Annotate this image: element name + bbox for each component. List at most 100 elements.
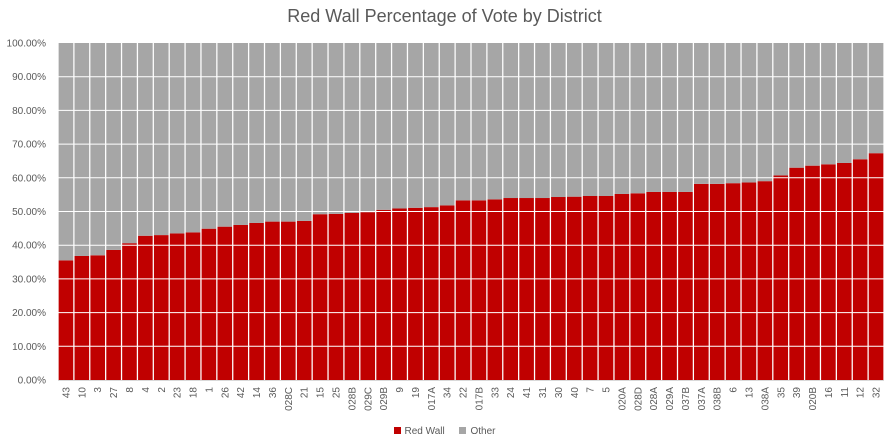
bar-other[interactable]	[519, 43, 534, 199]
bar-other[interactable]	[757, 43, 773, 182]
bar-red-wall[interactable]	[328, 213, 344, 380]
bar-red-wall[interactable]	[535, 198, 550, 380]
bar-red-wall[interactable]	[773, 175, 789, 380]
bar-red-wall[interactable]	[185, 232, 201, 380]
bar-other[interactable]	[328, 43, 344, 214]
bar-other[interactable]	[90, 43, 106, 256]
bar-red-wall[interactable]	[519, 198, 534, 380]
bar-other[interactable]	[566, 43, 582, 197]
bar-other[interactable]	[868, 43, 884, 154]
legend-item-other[interactable]: Other	[459, 426, 496, 437]
bar-red-wall[interactable]	[630, 193, 646, 380]
bar-other[interactable]	[217, 43, 233, 227]
bar-red-wall[interactable]	[122, 243, 137, 380]
bar-other[interactable]	[471, 43, 487, 201]
bar-red-wall[interactable]	[74, 255, 90, 380]
bar-other[interactable]	[169, 43, 185, 234]
bar-red-wall[interactable]	[678, 191, 693, 380]
bar-red-wall[interactable]	[646, 191, 661, 380]
bar-red-wall[interactable]	[551, 197, 566, 380]
bar-other[interactable]	[535, 43, 550, 199]
bar-red-wall[interactable]	[821, 164, 836, 380]
bar-other[interactable]	[185, 43, 201, 233]
bar-other[interactable]	[852, 43, 868, 160]
bar-red-wall[interactable]	[153, 235, 169, 380]
bar-red-wall[interactable]	[249, 222, 264, 380]
bar-red-wall[interactable]	[709, 183, 725, 380]
bar-red-wall[interactable]	[344, 212, 360, 380]
bar-red-wall[interactable]	[789, 167, 804, 380]
bar-other[interactable]	[789, 43, 804, 168]
bar-other[interactable]	[630, 43, 646, 194]
bar-red-wall[interactable]	[503, 198, 519, 380]
bar-other[interactable]	[249, 43, 264, 223]
bar-red-wall[interactable]	[487, 199, 503, 380]
bar-red-wall[interactable]	[217, 226, 233, 380]
bar-red-wall[interactable]	[582, 196, 598, 380]
bar-red-wall[interactable]	[281, 221, 296, 380]
bar-other[interactable]	[138, 43, 153, 236]
bar-other[interactable]	[741, 43, 757, 183]
bar-red-wall[interactable]	[694, 183, 709, 380]
bar-red-wall[interactable]	[836, 162, 852, 380]
bar-other[interactable]	[503, 43, 519, 199]
bar-other[interactable]	[487, 43, 503, 200]
bar-other[interactable]	[296, 43, 312, 221]
bar-red-wall[interactable]	[312, 214, 328, 380]
bar-red-wall[interactable]	[614, 193, 630, 380]
bar-other[interactable]	[74, 43, 90, 256]
bar-other[interactable]	[106, 43, 121, 250]
bar-other[interactable]	[201, 43, 217, 229]
bar-red-wall[interactable]	[408, 207, 423, 380]
bar-red-wall[interactable]	[201, 228, 217, 380]
bar-red-wall[interactable]	[741, 182, 757, 380]
bar-red-wall[interactable]	[90, 255, 106, 380]
bar-other[interactable]	[233, 43, 248, 225]
bar-red-wall[interactable]	[392, 208, 407, 380]
bar-other[interactable]	[153, 43, 169, 236]
bar-red-wall[interactable]	[265, 221, 280, 380]
bar-other[interactable]	[551, 43, 566, 198]
bar-other[interactable]	[312, 43, 328, 215]
bar-red-wall[interactable]	[360, 212, 376, 380]
bar-red-wall[interactable]	[423, 207, 439, 380]
bar-other[interactable]	[646, 43, 661, 192]
bar-red-wall[interactable]	[376, 209, 391, 380]
bar-red-wall[interactable]	[598, 196, 614, 380]
bar-red-wall[interactable]	[471, 200, 487, 380]
bar-other[interactable]	[582, 43, 598, 196]
bar-other[interactable]	[725, 43, 741, 184]
bar-other[interactable]	[376, 43, 391, 210]
bar-red-wall[interactable]	[566, 196, 582, 380]
bar-other[interactable]	[678, 43, 693, 192]
bar-other[interactable]	[360, 43, 376, 213]
bar-other[interactable]	[265, 43, 280, 222]
legend-item-red-wall[interactable]: Red Wall	[393, 426, 445, 437]
bar-red-wall[interactable]	[662, 191, 677, 380]
bar-other[interactable]	[392, 43, 407, 209]
bar-red-wall[interactable]	[169, 233, 185, 380]
bar-other[interactable]	[408, 43, 423, 208]
bar-other[interactable]	[58, 43, 74, 261]
bar-other[interactable]	[439, 43, 455, 206]
bar-red-wall[interactable]	[233, 224, 248, 380]
bar-other[interactable]	[709, 43, 725, 184]
bar-other[interactable]	[821, 43, 836, 165]
bar-red-wall[interactable]	[868, 153, 884, 380]
bar-red-wall[interactable]	[296, 220, 312, 380]
bar-other[interactable]	[281, 43, 296, 222]
bar-other[interactable]	[598, 43, 614, 196]
bar-red-wall[interactable]	[138, 235, 153, 380]
bar-other[interactable]	[455, 43, 471, 201]
bar-red-wall[interactable]	[455, 200, 471, 380]
bar-other[interactable]	[662, 43, 677, 192]
bar-red-wall[interactable]	[805, 165, 820, 380]
bar-other[interactable]	[836, 43, 852, 163]
bar-other[interactable]	[773, 43, 789, 176]
bar-red-wall[interactable]	[852, 159, 868, 380]
bar-other[interactable]	[344, 43, 360, 213]
bar-other[interactable]	[805, 43, 820, 166]
bar-other[interactable]	[614, 43, 630, 194]
bar-red-wall[interactable]	[725, 183, 741, 380]
bar-red-wall[interactable]	[58, 260, 74, 380]
